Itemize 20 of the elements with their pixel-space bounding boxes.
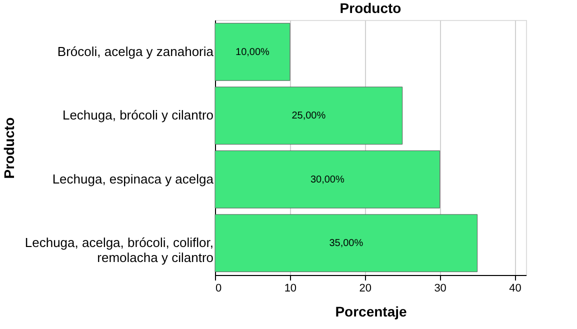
x-axis-title: Porcentaje: [335, 304, 408, 320]
x-tick-label: 30: [434, 282, 446, 294]
y-tick-label: Lechuga, acelga, brócoli, coliflor, remolacha y cilantro: [24, 235, 214, 266]
bar: [214, 22, 290, 81]
y-tick-label: Lechuga, brócoli y cilantro: [62, 108, 214, 123]
chart-title: Producto: [340, 0, 402, 16]
y-tick-label: Lechuga, espinaca y acelga: [52, 171, 214, 186]
x-tick-label: 10: [284, 282, 297, 294]
data-label: 10,00%: [236, 46, 270, 58]
x-tick-label: 40: [509, 282, 522, 294]
x-tick-label: 0: [216, 282, 222, 294]
bar: [214, 214, 478, 272]
y-axis-title: Producto: [0, 117, 17, 179]
data-label: 25,00%: [292, 110, 326, 122]
bar: [214, 150, 440, 208]
bar: [214, 86, 403, 145]
data-label: 30,00%: [310, 174, 344, 186]
x-tick-label: 20: [359, 282, 372, 294]
data-label: 35,00%: [329, 238, 364, 250]
y-tick-label: Brócoli, acelga y zanahoria: [57, 44, 214, 59]
